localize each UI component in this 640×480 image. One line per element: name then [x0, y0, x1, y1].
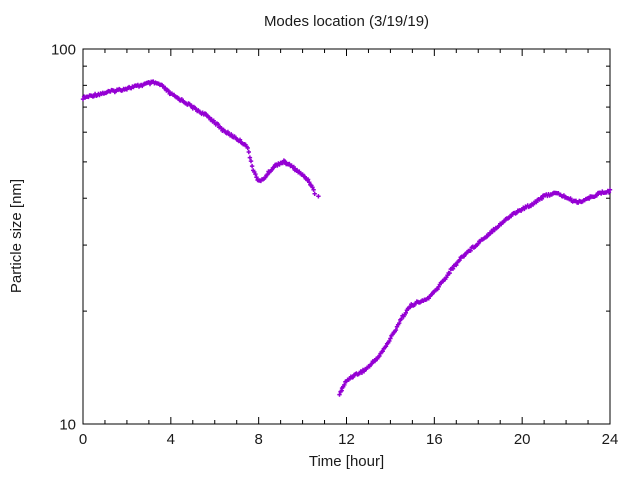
- svg-text:0: 0: [79, 431, 87, 448]
- svg-text:8: 8: [254, 431, 262, 448]
- axis-ticks: [82, 48, 611, 425]
- svg-text:20: 20: [514, 431, 531, 448]
- svg-text:12: 12: [338, 431, 355, 448]
- scatter-markers: [80, 79, 613, 397]
- x-axis-label: Time [hour]: [308, 453, 385, 470]
- svg-text:10: 10: [59, 417, 76, 434]
- plot-border: [82, 48, 611, 425]
- chart-title: Modes location (3/19/19): [263, 13, 430, 30]
- svg-text:100: 100: [51, 42, 76, 59]
- svg-text:16: 16: [426, 431, 443, 448]
- svg-text:4: 4: [167, 431, 175, 448]
- axis-tick-labels: 0 4 8 12 16 20 24 10 100: [51, 42, 618, 449]
- svg-text:24: 24: [602, 431, 619, 448]
